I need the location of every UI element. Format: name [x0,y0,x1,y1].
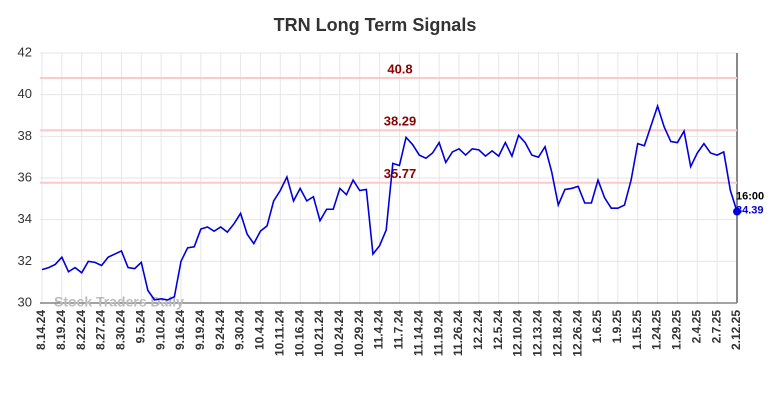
y-tick-label: 42 [18,44,32,59]
x-tick-label: 10.24.24 [332,310,346,357]
x-tick-label: 9.5.24 [133,310,147,344]
x-tick-label: 9.30.24 [233,310,247,350]
price-line [41,103,738,301]
signal-label: 40.8 [387,61,412,76]
y-tick-label: 36 [18,169,32,184]
x-tick-label: 9.24.24 [213,310,227,350]
y-tick-label: 34 [18,211,32,226]
x-tick-label: 11.14.24 [411,310,425,356]
y-tick-label: 32 [18,253,32,268]
x-tick-label: 11.7.24 [392,310,406,350]
last-value: 34.39 [736,204,764,216]
signal-label: 38.29 [384,114,417,129]
x-tick-label: 1.29.25 [670,310,684,350]
x-tick-label: 8.27.24 [94,310,108,350]
y-tick-label: 38 [18,128,32,143]
watermark: Stock Traders Daily [54,294,184,310]
x-tick-label: 8.14.24 [34,310,48,350]
chart-title: TRN Long Term Signals [274,15,477,35]
y-tick-label: 30 [18,294,32,309]
x-tick-label: 12.18.24 [550,310,564,357]
x-tick-label: 9.10.24 [153,310,167,350]
x-tick-label: 12.10.24 [511,310,525,357]
x-tick-label: 8.22.24 [74,310,88,350]
last-time: 16:00 [736,190,764,202]
x-tick-label: 10.4.24 [253,310,267,350]
x-tick-label: 11.19.24 [431,310,445,356]
x-tick-label: 12.2.24 [471,310,485,350]
x-tick-label: 12.5.24 [491,310,505,350]
x-tick-label: 1.24.25 [650,310,664,350]
x-tick-label: 2.7.25 [709,310,723,344]
x-tick-label: 11.26.24 [451,310,465,356]
x-tick-label: 1.6.25 [590,310,604,344]
last-point [733,207,741,216]
signal-label: 35.77 [384,166,417,181]
x-tick-label: 1.15.25 [630,310,644,350]
x-tick-label: 10.16.24 [292,310,306,357]
x-tick-label: 8.19.24 [54,310,68,350]
x-tick-label: 9.19.24 [193,310,207,350]
x-tick-label: 9.16.24 [173,310,187,350]
x-tick-label: 1.9.25 [610,310,624,344]
x-tick-label: 2.4.25 [689,310,703,344]
y-tick-label: 40 [18,86,32,101]
x-tick-label: 11.4.24 [372,310,386,350]
x-tick-label: 10.21.24 [312,310,326,357]
x-tick-label: 12.13.24 [531,310,545,357]
x-tick-label: 10.11.24 [272,310,286,356]
x-tick-label: 10.29.24 [352,310,366,357]
x-tick-label: 8.30.24 [114,310,128,350]
x-tick-label: 12.26.24 [570,310,584,357]
x-tick-label: 2.12.25 [729,310,743,350]
